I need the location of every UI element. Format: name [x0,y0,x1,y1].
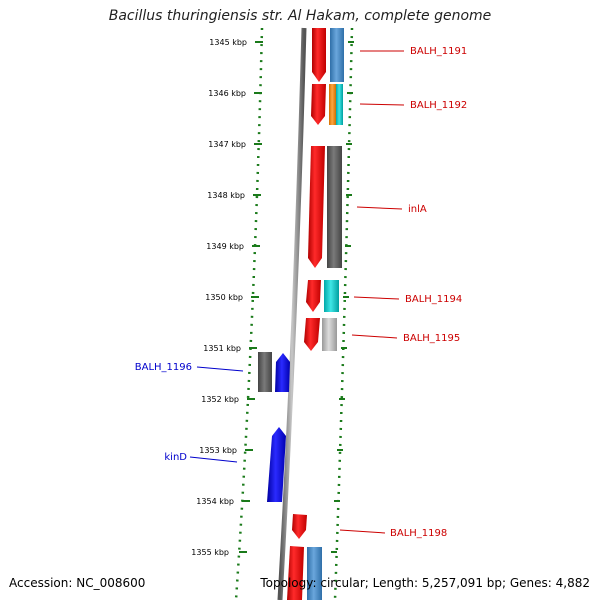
gene-arrow-balh1195[interactable] [304,318,320,351]
gene-arrow-balh1198[interactable] [292,514,307,539]
gene-label-balh1196[interactable]: BALH_1196 [135,362,192,373]
tick-label: 1355 kbp [191,548,229,557]
gene-label-balh1194[interactable]: BALH_1194 [405,294,462,305]
tick-label: 1354 kbp [196,497,234,506]
tick-label: 1347 kbp [208,140,246,149]
reverse-genes [258,352,290,502]
cog-block-balh1195[interactable] [322,318,337,351]
genome-summary: Topology: circular; Length: 5,257,091 bp… [260,576,590,590]
genome-backbone [277,27,307,600]
tick-marks [239,41,354,553]
gene-label-balh1191[interactable]: BALH_1191 [410,46,467,57]
cog-track [307,28,344,600]
forward-genes [287,28,326,600]
tick-label: 1353 kbp [199,446,237,455]
cog-block-balh1194[interactable] [324,280,339,312]
gene-arrow-balh1192[interactable] [311,84,326,125]
tick-label: 1351 kbp [203,344,241,353]
outer-tick-rail [333,27,354,600]
tick-label: 1346 kbp [208,89,246,98]
gene-label-balh1198[interactable]: BALH_1198 [390,528,447,539]
gene-label-kind[interactable]: kinD [164,452,187,463]
tick-label: 1348 kbp [207,191,245,200]
cog-block-cyan[interactable] [336,84,343,125]
inner-tick-rail [234,27,264,600]
gene-label-balh1195[interactable]: BALH_1195 [403,333,460,344]
cog-block-balh1196[interactable] [258,352,272,392]
cog-block-next[interactable] [307,547,322,600]
cog-block-orange[interactable] [329,84,336,125]
gene-label-balh1192[interactable]: BALH_1192 [410,100,467,111]
gene-label-inla[interactable]: inlA [408,204,427,215]
gene-arrow-balh1191[interactable] [312,28,326,82]
gene-arrow-next[interactable] [287,546,304,600]
cog-block-inla[interactable] [327,146,342,268]
gene-arrow-kind[interactable] [267,427,286,502]
cog-block-balh1191[interactable] [330,28,344,82]
tick-label: 1352 kbp [201,395,239,404]
tick-label: 1350 kbp [205,293,243,302]
gene-arrow-balh1196[interactable] [275,353,290,392]
map-title: Bacillus thuringiensis str. Al Hakam, co… [108,8,492,24]
tick-label: 1345 kbp [209,38,247,47]
tick-label: 1349 kbp [206,242,244,251]
gene-arrow-balh1194[interactable] [306,280,321,312]
accession-label: Accession: NC_008600 [9,576,146,590]
label-leaders [189,50,405,534]
gene-arrow-inla[interactable] [308,146,325,268]
